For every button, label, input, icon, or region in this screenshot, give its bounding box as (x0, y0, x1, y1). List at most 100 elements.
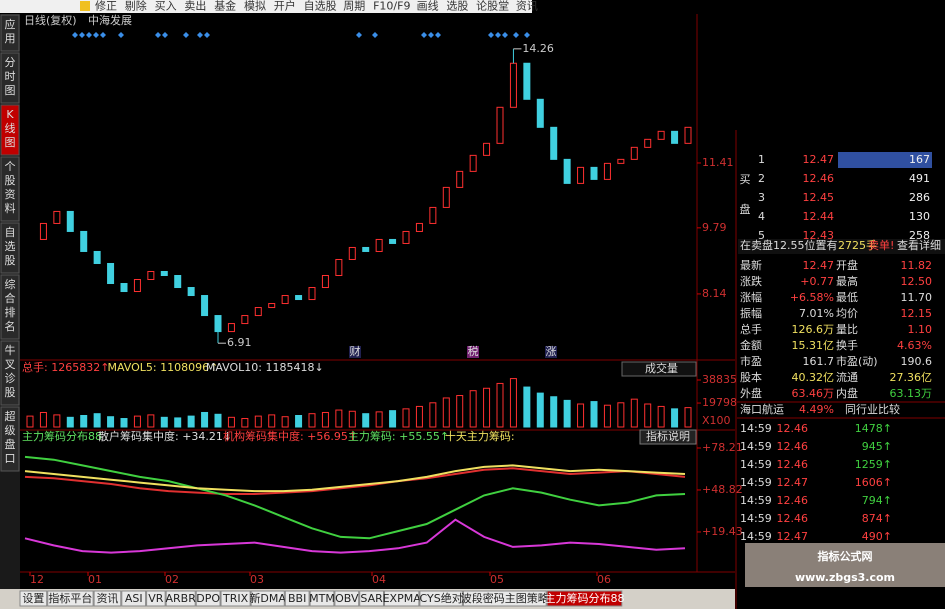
bottom-tab-label[interactable]: CYS绝对 (420, 591, 463, 605)
side-tab-label[interactable]: 料 (5, 201, 16, 215)
bottom-tab-label[interactable]: TRIX (222, 592, 249, 605)
bottom-tab[interactable] (165, 590, 196, 607)
bottom-tab[interactable] (334, 590, 360, 607)
side-tab-label[interactable]: 超 (5, 409, 16, 423)
side-tab-label[interactable]: 综 (5, 277, 16, 291)
indicator-readout: 散户筹码集中度: +34.21↓ (98, 429, 232, 443)
side-tab-label[interactable]: 盘 (5, 437, 16, 451)
side-tab[interactable] (0, 156, 20, 222)
toolbar-item[interactable]: 画线 (417, 0, 439, 13)
bottom-tab-label[interactable]: 指标平台 (48, 591, 92, 605)
toolbar-item[interactable]: 基金 (214, 0, 236, 13)
volume-selector[interactable] (621, 361, 697, 377)
notice-text[interactable]: 查看详细 (897, 238, 941, 252)
side-tab[interactable] (0, 340, 20, 406)
toolbar-item[interactable]: 修正 (95, 0, 117, 13)
side-tab[interactable] (0, 104, 20, 156)
side-tab-label[interactable]: 级 (5, 424, 16, 437)
toolbar-item[interactable]: 论股堂 (476, 0, 509, 13)
bottom-tab[interactable] (359, 590, 385, 607)
bottom-tab-label[interactable]: OBV (335, 592, 359, 605)
bottom-tab-label[interactable]: 主力筹码分布88 (545, 591, 625, 605)
bottom-tab[interactable] (195, 590, 221, 607)
bottom-tab[interactable] (146, 590, 166, 607)
tick-volume: 794↑ (862, 494, 892, 507)
side-tab-label[interactable]: 自 (5, 226, 16, 239)
side-tab-label[interactable]: 线 (5, 121, 16, 135)
bottom-tab-label[interactable]: 新DMA (249, 591, 286, 605)
bottom-tab-label[interactable]: 设置 (22, 592, 44, 605)
bottom-tab[interactable] (546, 590, 623, 607)
bottom-tab[interactable] (309, 590, 335, 607)
bottom-tab-label[interactable]: SAR (360, 592, 383, 605)
bottom-tab[interactable] (384, 590, 420, 607)
toolbar-item[interactable]: 卖出 (184, 0, 206, 13)
side-tab-label[interactable]: 应 (5, 17, 16, 31)
date-label: 03 (250, 573, 264, 586)
side-tab-label[interactable]: 资 (5, 188, 16, 201)
side-tab-label[interactable]: 排 (5, 305, 16, 319)
bottom-tab-label[interactable]: DPO (196, 592, 220, 605)
signal-diamond (502, 32, 508, 38)
event-marker[interactable]: 财 (350, 344, 361, 358)
bottom-tab-label[interactable]: VR (148, 592, 164, 605)
toolbar-item[interactable]: 剔除 (125, 0, 147, 13)
bottom-tab[interactable] (121, 590, 147, 607)
bottom-tab[interactable] (47, 590, 94, 607)
candle (321, 275, 329, 289)
stat-value: +0.77 (800, 275, 834, 288)
side-tab-label[interactable]: K (6, 108, 14, 121)
indicator-help-label[interactable]: 指标说明 (646, 429, 690, 443)
side-tab-label[interactable]: 选 (5, 240, 16, 253)
side-tab-label[interactable]: 用 (5, 32, 16, 45)
side-tab[interactable] (0, 406, 20, 472)
side-tab[interactable] (0, 14, 20, 52)
volume-selector-label[interactable]: 成交量 (645, 361, 678, 375)
bottom-tab[interactable] (220, 590, 251, 607)
sector-link[interactable]: 同行业比较 (845, 402, 900, 416)
toolbar-item[interactable]: 资讯 (516, 0, 538, 13)
side-tab-label[interactable]: 图 (5, 136, 16, 149)
event-marker[interactable]: 涨 (546, 345, 557, 358)
side-tab-label[interactable]: 个 (5, 160, 16, 173)
side-tab-label[interactable]: 图 (5, 84, 16, 97)
bottom-tab-label[interactable]: 资讯 (96, 592, 118, 605)
side-tab-label[interactable]: 股 (5, 386, 16, 399)
toolbar-item[interactable]: 模拟 (244, 0, 266, 13)
bottom-tab-label[interactable]: EXPMA (383, 592, 422, 605)
toolbar-item[interactable]: 开户 (274, 0, 296, 13)
side-tab-label[interactable]: 股 (5, 254, 16, 267)
side-tab[interactable] (0, 52, 20, 104)
bottom-tab[interactable] (284, 590, 310, 607)
bottom-tab[interactable] (250, 590, 285, 607)
toolbar-item[interactable]: 自选股 (304, 0, 337, 13)
candle (362, 246, 370, 252)
bottom-tab[interactable] (93, 590, 122, 607)
toolbar-item[interactable]: F10/F9 (373, 0, 410, 13)
side-tab-label[interactable]: 叉 (5, 358, 16, 371)
bottom-tab-label[interactable]: MTM (309, 592, 335, 605)
bottom-tab-label[interactable]: ASI (125, 592, 143, 605)
side-tab[interactable] (0, 222, 20, 274)
bottom-tab[interactable] (19, 590, 48, 607)
side-tab-label[interactable]: 股 (5, 174, 16, 187)
side-tab-label[interactable]: 诊 (5, 371, 16, 385)
bottom-tab-label[interactable]: 波段密码主图策略 (461, 591, 549, 605)
toolbar-item[interactable]: 周期 (343, 0, 365, 13)
side-tab-label[interactable]: 牛 (5, 343, 16, 357)
bottom-tab-label[interactable]: BBI (288, 592, 306, 605)
bottom-tab[interactable] (419, 590, 463, 607)
side-tab[interactable] (0, 274, 20, 340)
bottom-tab[interactable] (462, 590, 547, 607)
toolbar-item[interactable]: 买入 (155, 0, 177, 13)
toolbar-item[interactable]: 选股 (446, 0, 468, 13)
side-tab-label[interactable]: 名 (5, 319, 16, 333)
side-tab-label[interactable]: 口 (5, 452, 16, 465)
side-tab-label[interactable]: 合 (5, 291, 16, 305)
event-marker[interactable]: 税 (468, 344, 479, 358)
bottom-tab-label[interactable]: ARBR (166, 592, 197, 605)
side-tab-label[interactable]: 分 (5, 56, 16, 69)
side-tab-label[interactable]: 时 (5, 70, 16, 83)
indicator-help-button[interactable] (639, 429, 697, 445)
candle (469, 154, 477, 172)
